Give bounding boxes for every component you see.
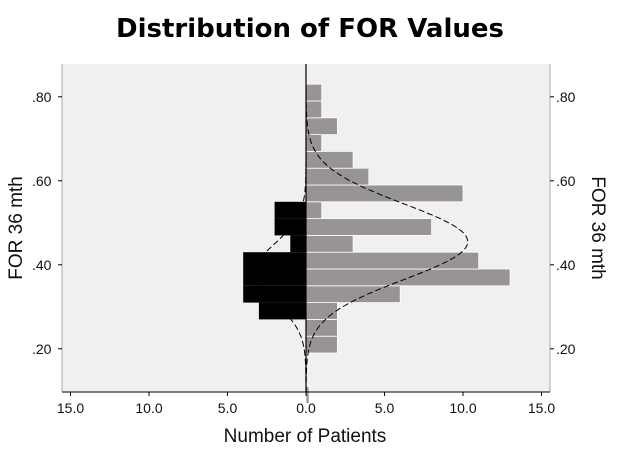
left-histogram-bar: [274, 201, 306, 219]
x-tick-label: 0.0: [296, 400, 316, 416]
right-histogram-bar: [305, 201, 323, 220]
y-tick-label-left: .60: [32, 173, 52, 189]
right-normal-curve: [305, 69, 469, 392]
left-histogram-bar: [274, 218, 306, 236]
ticks-layer: 15.0 10.0 5.0 0.0 5.0 10.0 15.0 .20 .20 .40 .40 .60…: [32, 89, 576, 416]
right-histogram-bar: [305, 117, 338, 136]
right-histogram-bar: [305, 83, 323, 102]
y-axis-label-right: FOR 36 mth: [587, 176, 608, 279]
y-tick-label-right: .80: [556, 89, 576, 105]
y-axis-label-left: FOR 36 mth: [6, 176, 27, 279]
right-histogram-bar: [305, 268, 511, 287]
x-tick-label: 10.0: [135, 400, 162, 416]
y-tick-label-left: .20: [32, 341, 52, 357]
left-histogram-bar: [258, 302, 306, 320]
x-tick-label: 15.0: [528, 400, 555, 416]
right-histogram-bar: [305, 318, 338, 337]
right-histogram-bar: [305, 335, 338, 354]
curves-layer: [253, 69, 469, 392]
right-histogram-bar: [305, 167, 370, 186]
left-histogram-bar: [243, 285, 306, 303]
left-histogram-bar: [243, 252, 306, 269]
x-tick-label: 10.0: [449, 400, 476, 416]
y-tick-label-left: .40: [32, 257, 52, 273]
left-histogram-bar: [290, 235, 306, 253]
bars-layer: [243, 83, 511, 404]
right-histogram-bar: [305, 285, 401, 303]
y-tick-label-right: .40: [556, 257, 576, 273]
left-histogram-bar: [243, 269, 306, 286]
chart-title: Distribution of FOR Values: [116, 14, 504, 44]
left-normal-curve: [253, 69, 307, 392]
right-histogram-bar: [305, 251, 480, 270]
y-tick-label-left: .80: [32, 89, 52, 105]
x-tick-label: 5.0: [375, 400, 395, 416]
right-histogram-bar: [305, 234, 354, 253]
y-tick-label-right: .60: [556, 173, 576, 189]
right-histogram-bar: [305, 150, 354, 169]
right-histogram-bar: [305, 302, 338, 320]
right-histogram-bar: [305, 218, 432, 236]
right-histogram-bar: [305, 100, 323, 119]
right-histogram-bar: [305, 184, 464, 203]
x-tick-label: 5.0: [218, 400, 238, 416]
y-tick-label-right: .20: [556, 341, 576, 357]
x-axis-label: Number of Patients: [224, 426, 387, 447]
x-tick-label: 15.0: [57, 400, 84, 416]
